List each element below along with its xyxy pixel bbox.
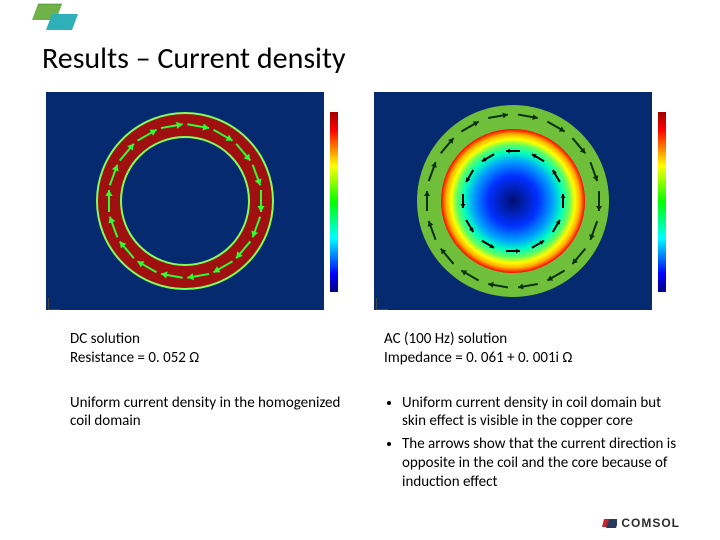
comsol-logo: COMSOL <box>601 516 680 530</box>
caption-ac-line1: AC (100 Hz) solution <box>384 330 678 349</box>
panel-dc <box>42 86 350 316</box>
slide-title: Results – Current density <box>42 40 346 77</box>
visualization-panels <box>42 86 678 316</box>
axes-icon <box>376 294 392 310</box>
comsol-icon <box>601 516 617 530</box>
caption-dc-line1: DC solution <box>70 330 364 349</box>
caption-ac: AC (100 Hz) solution Impedance = 0. 061 … <box>384 330 678 495</box>
caption-dc-line2: Resistance = 0. 052 Ω <box>70 349 364 368</box>
panel-dc-viz <box>46 92 324 310</box>
axes-icon <box>48 294 64 310</box>
panel-ac-colorbar <box>658 112 666 292</box>
captions-row: DC solution Resistance = 0. 052 Ω Unifor… <box>70 330 678 495</box>
caption-ac-bullet: The arrows show that the current directi… <box>402 435 678 491</box>
panel-dc-colorbar <box>330 112 338 292</box>
panel-ac-viz <box>374 92 652 310</box>
caption-ac-bullets: Uniform current density in coil domain b… <box>384 394 678 492</box>
caption-ac-line2: Impedance = 0. 061 + 0. 001i Ω <box>384 349 678 368</box>
caption-ac-bullet: Uniform current density in coil domain b… <box>402 394 678 432</box>
caption-dc: DC solution Resistance = 0. 052 Ω Unifor… <box>70 330 364 495</box>
panel-ac <box>370 86 678 316</box>
top-left-logo <box>30 0 90 34</box>
comsol-text: COMSOL <box>621 516 680 530</box>
caption-dc-note: Uniform current density in the homogeniz… <box>70 394 364 432</box>
